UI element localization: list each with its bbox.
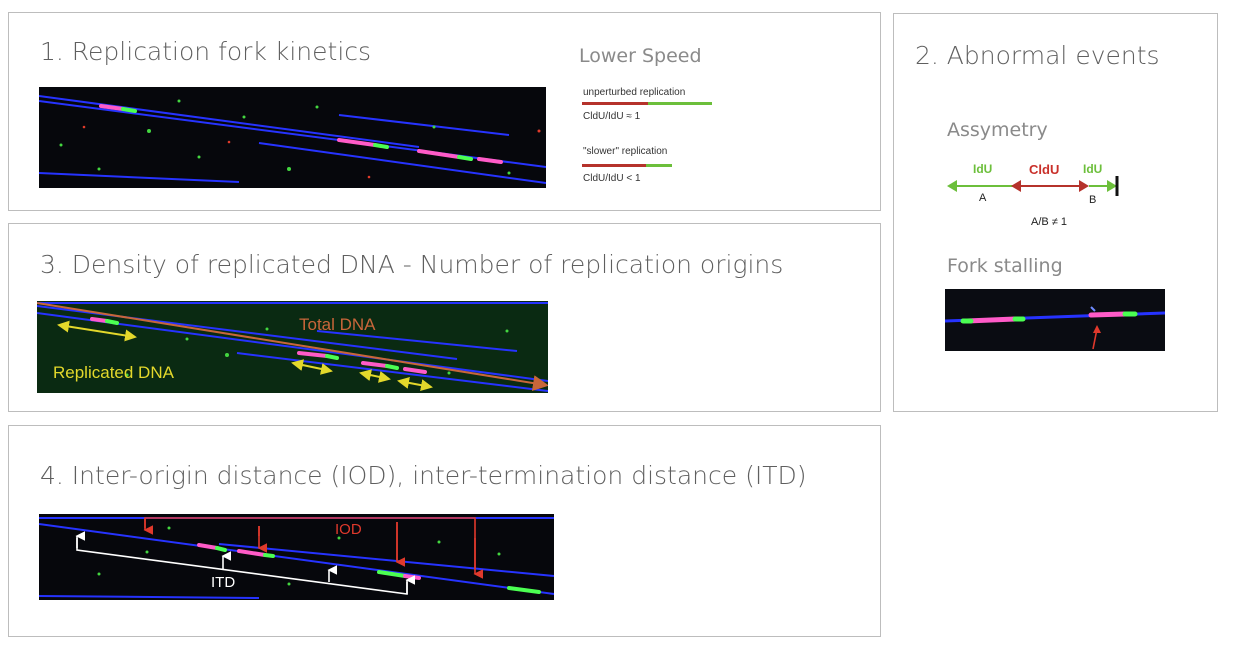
fiber-image-fork-stalling (945, 289, 1165, 351)
ratio-equal-label: CldU/IdU ≈ 1 (583, 111, 641, 122)
panel-density: 3. Density of replicated DNA - Number of… (8, 223, 881, 412)
idu-right-label: IdU (1083, 162, 1103, 176)
fiber-image-density: Total DNA Replicated DNA (37, 301, 548, 393)
idu-left-label: IdU (973, 162, 993, 176)
panel-2-title: 2. Abnormal events (915, 41, 1160, 70)
unperturbed-track-bar (582, 102, 712, 105)
fiber-image-fork-kinetics (39, 87, 546, 188)
total-dna-label: Total DNA (299, 315, 376, 334)
iod-label: IOD (335, 521, 362, 538)
ratio-less-label: CldU/IdU < 1 (583, 173, 641, 184)
replicated-dna-label: Replicated DNA (53, 363, 174, 382)
fork-stalling-label: Fork stalling (947, 255, 1063, 277)
slower-replication-label: "slower" replication (583, 146, 668, 157)
ratio-ab-label: A/B ≠ 1 (1031, 216, 1067, 228)
lower-speed-label: Lower Speed (579, 45, 702, 67)
slower-track-bar (582, 164, 672, 167)
fiber-image-iod-itd: IOD ITD (39, 514, 554, 600)
label-a: A (979, 192, 987, 204)
panel-3-title: 3. Density of replicated DNA - Number of… (40, 250, 784, 279)
cldu-label: CldU (1029, 162, 1060, 177)
unperturbed-replication-label: unperturbed replication (583, 87, 686, 98)
panel-iod-itd: 4. Inter-origin distance (IOD), inter-te… (8, 425, 881, 637)
panel-4-title: 4. Inter-origin distance (IOD), inter-te… (40, 461, 807, 490)
label-b: B (1089, 194, 1097, 206)
assymetry-label: Assymetry (947, 119, 1048, 141)
panel-abnormal-events: 2. Abnormal events Assymetry IdU CldU Id… (893, 13, 1218, 412)
panel-fork-kinetics: 1. Replication fork kinetics (8, 12, 881, 211)
itd-label: ITD (211, 574, 236, 591)
panel-1-title: 1. Replication fork kinetics (40, 37, 372, 66)
assymetry-diagram: IdU CldU IdU A B A/B ≠ 1 (947, 162, 1122, 234)
